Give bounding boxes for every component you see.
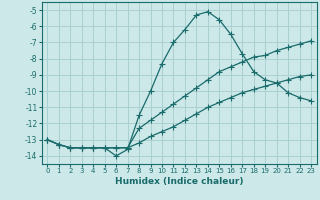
X-axis label: Humidex (Indice chaleur): Humidex (Indice chaleur): [115, 177, 244, 186]
